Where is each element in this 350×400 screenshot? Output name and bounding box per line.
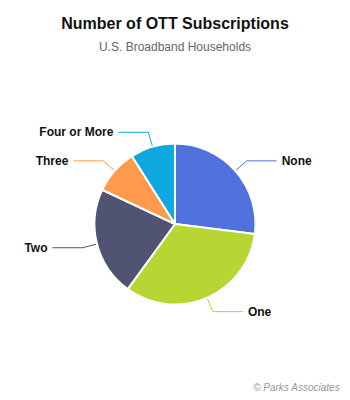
svg-text:Two: Two: [24, 241, 47, 255]
svg-text:Three: Three: [36, 154, 69, 168]
svg-text:U.S. Broadband Households: U.S. Broadband Households: [99, 40, 251, 54]
svg-text:Four or More: Four or More: [39, 125, 113, 139]
svg-text:© Parks Associates: © Parks Associates: [253, 382, 339, 393]
svg-text:One: One: [248, 305, 272, 319]
svg-text:Number of OTT Subscriptions: Number of OTT Subscriptions: [61, 15, 289, 32]
svg-text:None: None: [282, 154, 312, 168]
